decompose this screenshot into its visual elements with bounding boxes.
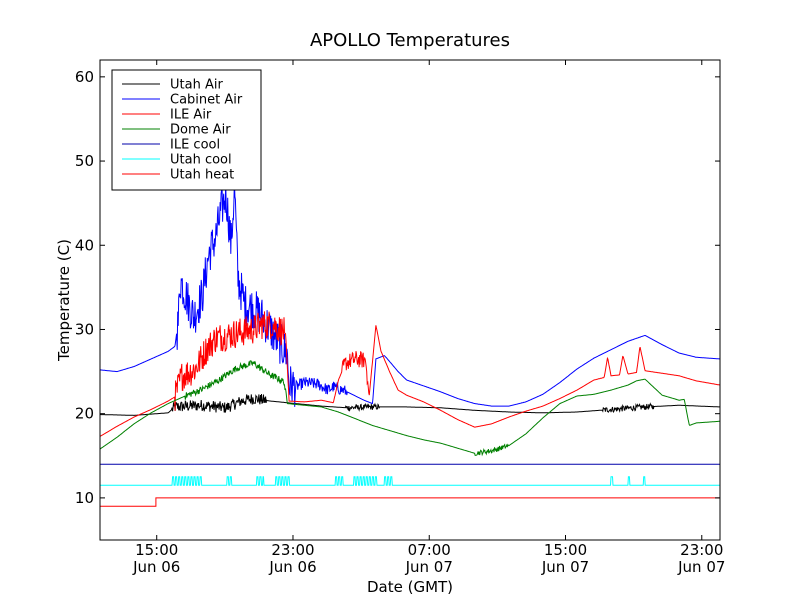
legend-label-dome-air: Dome Air bbox=[170, 123, 231, 138]
x-tick-label-time: 07:00 bbox=[408, 541, 451, 559]
x-tick-label-time: 23:00 bbox=[680, 541, 723, 559]
legend-label-utah-air: Utah Air bbox=[170, 78, 223, 93]
x-tick-label-date: Jun 06 bbox=[268, 558, 316, 576]
plot-frame bbox=[99, 59, 721, 541]
series-line-utah-air bbox=[100, 393, 720, 416]
x-tick-label-time: 23:00 bbox=[271, 541, 314, 559]
y-tick-label: 10 bbox=[75, 489, 94, 507]
x-tick-label-time: 15:00 bbox=[135, 541, 178, 559]
y-tick-label: 30 bbox=[75, 320, 94, 338]
legend-label-cabinet-air: Cabinet Air bbox=[170, 93, 243, 108]
legend-label-ile-cool: ILE cool bbox=[170, 138, 220, 153]
series-line-utah-cool bbox=[100, 476, 720, 486]
legend-label-ile-air: ILE Air bbox=[170, 108, 212, 123]
y-tick-label: 40 bbox=[75, 236, 94, 254]
x-tick-label-date: Jun 07 bbox=[405, 558, 453, 576]
legend-box bbox=[111, 69, 262, 191]
series-line-dome-air bbox=[99, 360, 720, 457]
legend-label-utah-heat: Utah heat bbox=[170, 168, 234, 183]
y-tick-label: 20 bbox=[75, 405, 94, 423]
chart-title: APOLLO Temperatures bbox=[310, 30, 510, 51]
x-tick-label-date: Jun 07 bbox=[677, 558, 725, 576]
series-line-utah-heat bbox=[100, 497, 720, 507]
series-line-ile-air bbox=[99, 311, 720, 437]
x-tick-label-date: Jun 07 bbox=[541, 558, 589, 576]
legend-label-utah-cool: Utah cool bbox=[170, 153, 232, 168]
series-line-cabinet-air bbox=[100, 180, 720, 407]
series-layer bbox=[99, 180, 720, 507]
x-axis-label: Date (GMT) bbox=[367, 578, 453, 596]
x-tick-label-time: 15:00 bbox=[544, 541, 587, 559]
y-tick-label: 50 bbox=[75, 152, 94, 170]
x-tick-label-date: Jun 06 bbox=[132, 558, 180, 576]
y-axis-label: Temperature (C) bbox=[55, 239, 73, 362]
y-tick-label: 60 bbox=[75, 68, 94, 86]
